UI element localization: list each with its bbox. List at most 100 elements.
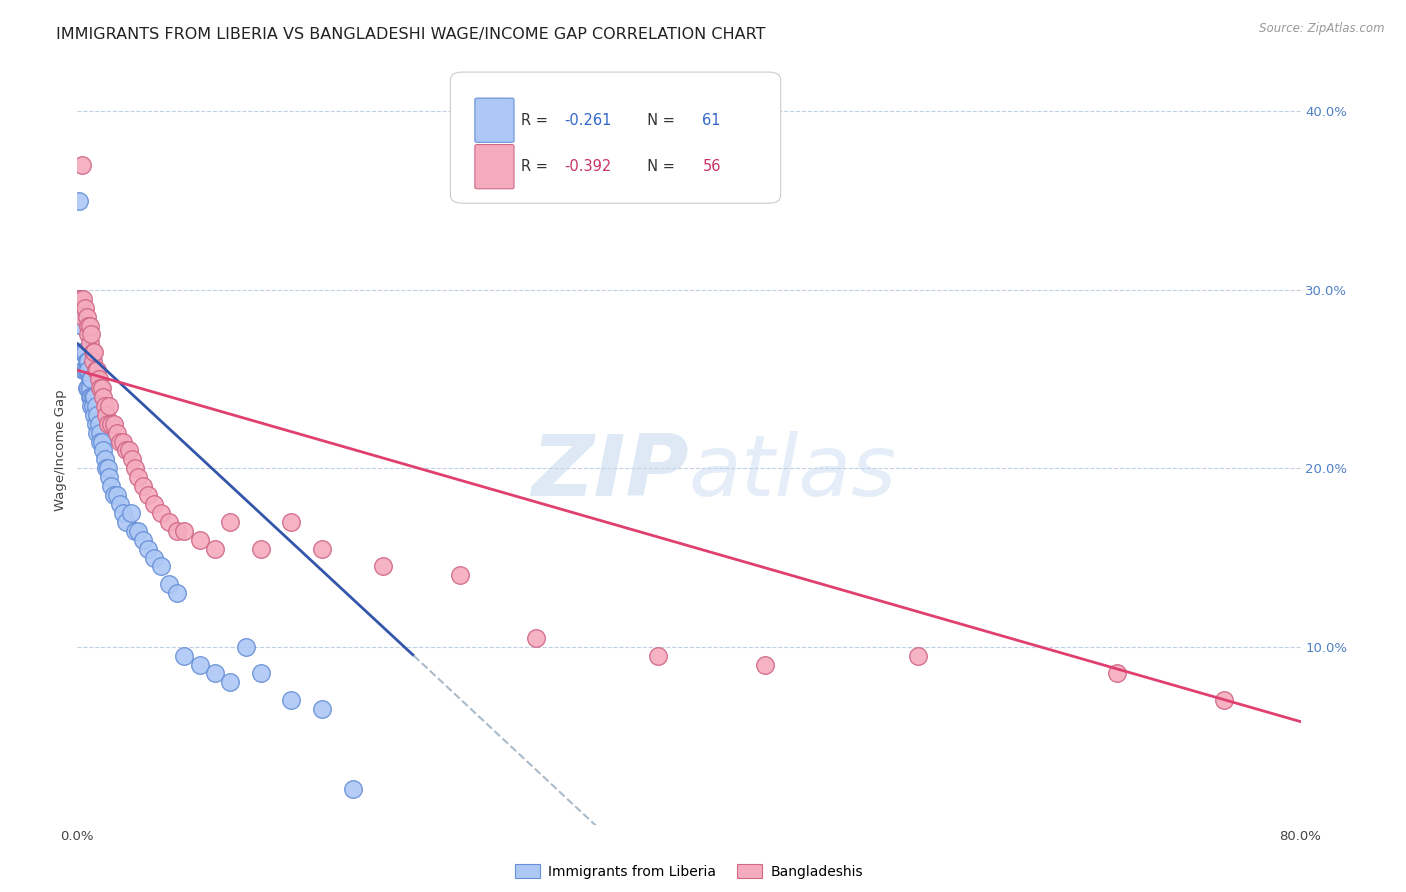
Point bbox=[150, 506, 173, 520]
Point bbox=[103, 417, 125, 431]
Point bbox=[82, 354, 104, 368]
Point bbox=[77, 318, 100, 333]
Point bbox=[72, 363, 94, 377]
Point bbox=[91, 390, 114, 404]
Point bbox=[524, 631, 547, 645]
Text: ZIP: ZIP bbox=[531, 432, 689, 515]
Point bbox=[121, 452, 143, 467]
Point bbox=[250, 541, 273, 556]
Point bbox=[280, 515, 302, 529]
Point bbox=[100, 479, 122, 493]
Point bbox=[108, 497, 131, 511]
Point bbox=[235, 640, 257, 654]
Point bbox=[87, 372, 110, 386]
Point bbox=[173, 648, 195, 663]
Point bbox=[112, 506, 135, 520]
Point bbox=[70, 318, 93, 333]
Point bbox=[72, 292, 94, 306]
Point bbox=[115, 515, 138, 529]
Point bbox=[90, 381, 112, 395]
Point bbox=[79, 372, 101, 386]
Point bbox=[166, 586, 188, 600]
Point bbox=[132, 533, 155, 547]
Point bbox=[127, 470, 149, 484]
Point bbox=[79, 318, 101, 333]
Point bbox=[69, 301, 91, 315]
Point bbox=[79, 381, 101, 395]
Point bbox=[188, 657, 211, 672]
Point bbox=[449, 568, 471, 582]
Point bbox=[219, 675, 242, 690]
Point bbox=[157, 577, 180, 591]
Point bbox=[371, 559, 394, 574]
Point bbox=[98, 470, 121, 484]
Text: Source: ZipAtlas.com: Source: ZipAtlas.com bbox=[1260, 22, 1385, 36]
Point bbox=[94, 452, 117, 467]
Point bbox=[311, 541, 333, 556]
Point bbox=[120, 506, 142, 520]
FancyBboxPatch shape bbox=[475, 98, 515, 143]
Point bbox=[105, 488, 128, 502]
Point bbox=[89, 381, 111, 395]
Point bbox=[77, 354, 100, 368]
Point bbox=[124, 524, 146, 538]
Point bbox=[82, 399, 104, 413]
Point bbox=[72, 345, 94, 359]
Point bbox=[97, 417, 120, 431]
Point bbox=[250, 666, 273, 681]
Point bbox=[94, 399, 117, 413]
Point bbox=[105, 425, 128, 440]
Point bbox=[86, 425, 108, 440]
Point bbox=[136, 541, 159, 556]
Point bbox=[754, 657, 776, 672]
Point bbox=[73, 345, 96, 359]
Text: atlas: atlas bbox=[689, 432, 897, 515]
Point bbox=[1107, 666, 1129, 681]
Point bbox=[86, 363, 108, 377]
Y-axis label: Wage/Income Gap: Wage/Income Gap bbox=[53, 390, 67, 511]
FancyBboxPatch shape bbox=[450, 72, 780, 203]
Point bbox=[96, 461, 118, 475]
Text: N =: N = bbox=[637, 112, 679, 128]
Point bbox=[77, 381, 100, 395]
Point bbox=[83, 408, 105, 422]
Point bbox=[83, 345, 105, 359]
Point bbox=[86, 408, 108, 422]
Point bbox=[96, 408, 118, 422]
Point bbox=[79, 390, 101, 404]
Point bbox=[907, 648, 929, 663]
Point bbox=[80, 372, 103, 386]
Point bbox=[150, 559, 173, 574]
Point bbox=[1213, 693, 1236, 707]
Text: IMMIGRANTS FROM LIBERIA VS BANGLADESHI WAGE/INCOME GAP CORRELATION CHART: IMMIGRANTS FROM LIBERIA VS BANGLADESHI W… bbox=[56, 27, 766, 42]
Point bbox=[83, 390, 105, 404]
Point bbox=[70, 345, 93, 359]
Point bbox=[87, 417, 110, 431]
Point bbox=[647, 648, 669, 663]
Point bbox=[118, 443, 141, 458]
Point bbox=[79, 336, 101, 351]
Point bbox=[76, 381, 98, 395]
Point bbox=[311, 702, 333, 716]
Point bbox=[204, 541, 226, 556]
Point bbox=[84, 363, 107, 377]
Point bbox=[84, 417, 107, 431]
Point bbox=[73, 363, 96, 377]
Point bbox=[100, 417, 122, 431]
FancyBboxPatch shape bbox=[475, 145, 515, 189]
Point bbox=[77, 363, 100, 377]
Point bbox=[89, 425, 111, 440]
Point bbox=[82, 345, 104, 359]
Point bbox=[142, 497, 165, 511]
Point bbox=[67, 194, 90, 208]
Point bbox=[166, 524, 188, 538]
Point bbox=[76, 354, 98, 368]
Point bbox=[89, 434, 111, 449]
Point bbox=[76, 363, 98, 377]
Point bbox=[84, 399, 107, 413]
Text: 61: 61 bbox=[703, 112, 721, 128]
Text: N =: N = bbox=[637, 159, 679, 174]
Point bbox=[115, 443, 138, 458]
Point bbox=[80, 327, 103, 342]
Point bbox=[103, 488, 125, 502]
